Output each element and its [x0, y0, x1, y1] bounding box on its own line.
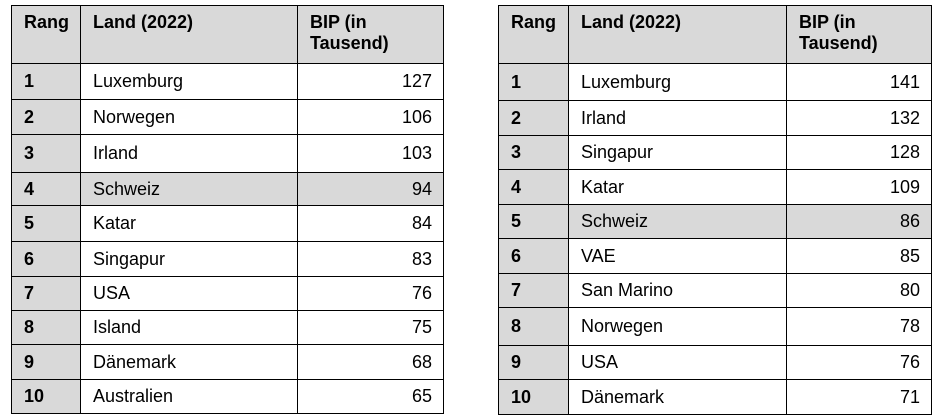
rank-cell: 2 [498, 100, 569, 136]
country-cell: Island [80, 310, 298, 345]
table-row: 3 Singapur 128 [498, 135, 932, 170]
rank-cell: 8 [498, 307, 569, 346]
gdp-value-cell: 71 [786, 379, 932, 415]
gdp-value-cell: 127 [297, 63, 444, 100]
table-header-row: Rang Land (2022) BIP (in Tausend) [498, 5, 932, 64]
table-row: 4 Schweiz 94 [11, 172, 444, 206]
country-cell: Luxemburg [568, 63, 787, 101]
rank-cell: 4 [498, 169, 569, 205]
gdp-column-header: BIP (in Tausend) [297, 5, 444, 64]
rank-cell: 7 [498, 273, 569, 308]
gdp-value-cell: 109 [786, 169, 932, 205]
gdp-value-cell: 85 [786, 238, 932, 274]
country-cell: Schweiz [80, 172, 298, 206]
rank-column-header: Rang [498, 5, 569, 64]
country-cell: Luxemburg [80, 63, 298, 100]
table-row: 1 Luxemburg 141 [498, 63, 932, 101]
rank-cell: 9 [498, 345, 569, 380]
table-row: 7 San Marino 80 [498, 273, 932, 308]
gdp-ranking-table-right: Rang Land (2022) BIP (in Tausend) 1 Luxemb… [498, 5, 932, 415]
country-cell: VAE [568, 238, 787, 274]
gdp-value-cell: 106 [297, 99, 444, 135]
rank-cell: 5 [11, 205, 81, 242]
gdp-value-cell: 103 [297, 134, 444, 173]
country-cell: Singapur [80, 241, 298, 277]
rank-cell: 3 [498, 135, 569, 170]
country-cell: USA [568, 345, 787, 380]
country-cell: USA [80, 276, 298, 311]
table-row: 9 USA 76 [498, 345, 932, 380]
table-row: 2 Norwegen 106 [11, 99, 444, 135]
table-row: 9 Dänemark 68 [11, 344, 444, 380]
country-cell: Irland [568, 100, 787, 136]
table-row: 10 Australien 65 [11, 379, 444, 414]
gdp-header-line2: Tausend) [310, 33, 389, 53]
rank-cell: 3 [11, 134, 81, 173]
table-row: 4 Katar 109 [498, 169, 932, 205]
table-body: 1 Luxemburg 141 2 Irland 132 3 Singapur 128 4 Kata… [498, 63, 932, 415]
rank-cell: 6 [11, 241, 81, 277]
table-row: 10 Dänemark 71 [498, 379, 932, 415]
gdp-value-cell: 68 [297, 344, 444, 380]
gdp-value-cell: 76 [297, 276, 444, 311]
country-cell: Norwegen [80, 99, 298, 135]
table-row: 5 Schweiz 86 [498, 204, 932, 239]
rank-cell: 7 [11, 276, 81, 311]
gdp-header-line1: BIP (in [799, 12, 856, 32]
table-row: 6 VAE 85 [498, 238, 932, 274]
table-row: 1 Luxemburg 127 [11, 63, 444, 100]
rank-cell: 1 [498, 63, 569, 101]
rank-cell: 6 [498, 238, 569, 274]
country-cell: Katar [568, 169, 787, 205]
rank-cell: 2 [11, 99, 81, 135]
country-cell: Irland [80, 134, 298, 173]
gdp-header-line1: BIP (in [310, 12, 367, 32]
gdp-value-cell: 78 [786, 307, 932, 346]
rank-cell: 4 [11, 172, 81, 206]
gdp-value-cell: 83 [297, 241, 444, 277]
country-column-header: Land (2022) [568, 5, 787, 64]
country-column-header: Land (2022) [80, 5, 298, 64]
country-cell: Australien [80, 379, 298, 414]
table-header-row: Rang Land (2022) BIP (in Tausend) [11, 5, 444, 64]
table-body: 1 Luxemburg 127 2 Norwegen 106 3 Irland 103 4 Schw… [11, 63, 444, 414]
country-cell: Dänemark [568, 379, 787, 415]
gdp-value-cell: 128 [786, 135, 932, 170]
country-cell: Singapur [568, 135, 787, 170]
table-row: 5 Katar 84 [11, 205, 444, 242]
country-cell: Dänemark [80, 344, 298, 380]
gdp-value-cell: 86 [786, 204, 932, 239]
table-row: 7 USA 76 [11, 276, 444, 311]
rank-column-header: Rang [11, 5, 81, 64]
gdp-header-line2: Tausend) [799, 33, 878, 53]
rank-cell: 5 [498, 204, 569, 239]
rank-cell: 1 [11, 63, 81, 100]
gdp-column-header: BIP (in Tausend) [786, 5, 932, 64]
gdp-value-cell: 75 [297, 310, 444, 345]
country-cell: Schweiz [568, 204, 787, 239]
table-row: 2 Irland 132 [498, 100, 932, 136]
gdp-value-cell: 94 [297, 172, 444, 206]
gdp-value-cell: 84 [297, 205, 444, 242]
gdp-value-cell: 65 [297, 379, 444, 414]
table-row: 6 Singapur 83 [11, 241, 444, 277]
rank-cell: 9 [11, 344, 81, 380]
gdp-value-cell: 141 [786, 63, 932, 101]
gdp-ranking-table-left: Rang Land (2022) BIP (in Tausend) 1 Luxemb… [11, 5, 444, 414]
country-cell: Norwegen [568, 307, 787, 346]
gdp-value-cell: 132 [786, 100, 932, 136]
gdp-value-cell: 76 [786, 345, 932, 380]
country-cell: Katar [80, 205, 298, 242]
country-cell: San Marino [568, 273, 787, 308]
rank-cell: 10 [11, 379, 81, 414]
rank-cell: 10 [498, 379, 569, 415]
gdp-value-cell: 80 [786, 273, 932, 308]
table-row: 8 Island 75 [11, 310, 444, 345]
table-row: 3 Irland 103 [11, 134, 444, 173]
table-row: 8 Norwegen 78 [498, 307, 932, 346]
rank-cell: 8 [11, 310, 81, 345]
